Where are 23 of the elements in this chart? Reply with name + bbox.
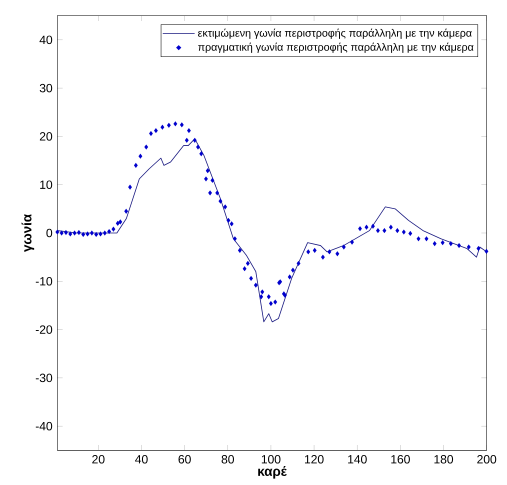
y-tick-label: 30 (40, 84, 52, 92)
x-axis-title: καρέ (258, 466, 287, 479)
y-tick-label: 20 (40, 132, 52, 141)
x-tick-label: 200 (477, 455, 496, 464)
y-axis-title: γωνία (22, 214, 34, 252)
y-tick-label: 40 (40, 36, 52, 44)
x-tick-label: 180 (434, 455, 454, 464)
x-tick-label: 60 (178, 455, 191, 464)
y-tick-label: 0 (46, 228, 52, 238)
x-tick-label: 100 (262, 455, 280, 464)
x-tick-label: 20 (92, 455, 105, 464)
y-tick-label: -10 (36, 277, 52, 286)
x-tick-label: 160 (391, 455, 410, 464)
y-tick-label: 10 (40, 180, 52, 189)
y-tick-label: -30 (36, 374, 52, 382)
x-tick-label: 40 (135, 455, 148, 464)
y-tick-label: -40 (36, 422, 52, 430)
x-tick-label: 120 (304, 455, 324, 464)
y-tick-label: -20 (36, 325, 52, 334)
legend-label: πραγματική γωνία περιστροφής παράλληλη με την κάμερα (198, 42, 474, 53)
x-tick-label: 80 (222, 455, 234, 464)
legend-label: εκτιμώμενη γωνία περιστροφής παράλληλη με την κάμερα (198, 28, 472, 39)
x-tick-label: 140 (348, 455, 367, 464)
